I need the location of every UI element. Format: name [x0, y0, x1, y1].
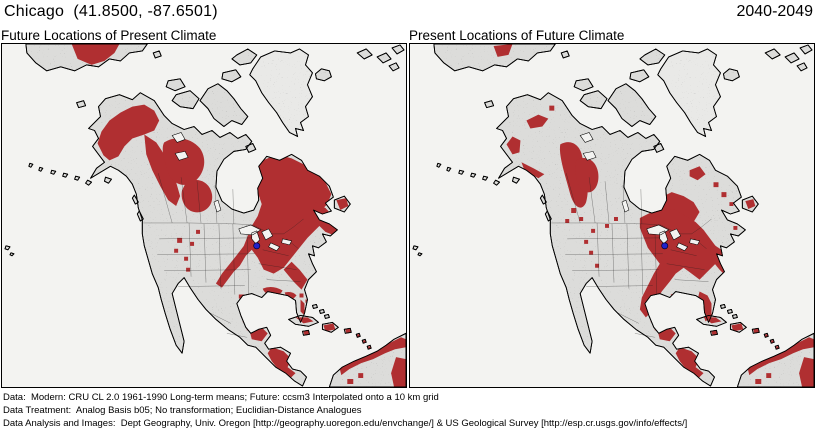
- map-present-locations-of-future-climate: [410, 44, 814, 387]
- chicago-marker: [253, 242, 261, 250]
- panel-title-left: Future Locations of Present Climate: [1, 28, 217, 43]
- landmass: [413, 44, 814, 387]
- panel-future-locations: Future Locations of Present Climate: [1, 28, 407, 388]
- period-label: 2040-2049: [736, 3, 813, 20]
- footer-data-line: Data: Modern: CRU CL 2.0 1961-1990 Long-…: [3, 392, 439, 403]
- footer-treatment-line: Data Treatment: Analog Basis b05; No tra…: [3, 405, 362, 416]
- figure-footer: Data: Modern: CRU CL 2.0 1961-1990 Long-…: [3, 391, 687, 430]
- map-frame-left: [1, 43, 407, 388]
- location-title: Chicago (41.8500, -87.6501): [4, 3, 218, 20]
- map-frame-right: [409, 43, 815, 388]
- footer-credits-line: Data Analysis and Images: Dept Geography…: [3, 418, 688, 429]
- landmass: [5, 44, 406, 387]
- chicago-marker: [661, 242, 669, 250]
- panel-present-locations: Present Locations of Future Climate: [409, 28, 815, 388]
- figure-header: Chicago (41.8500, -87.6501) 2040-2049: [0, 3, 816, 21]
- map-future-locations-of-present-climate: [2, 44, 406, 387]
- panel-title-right: Present Locations of Future Climate: [409, 28, 625, 43]
